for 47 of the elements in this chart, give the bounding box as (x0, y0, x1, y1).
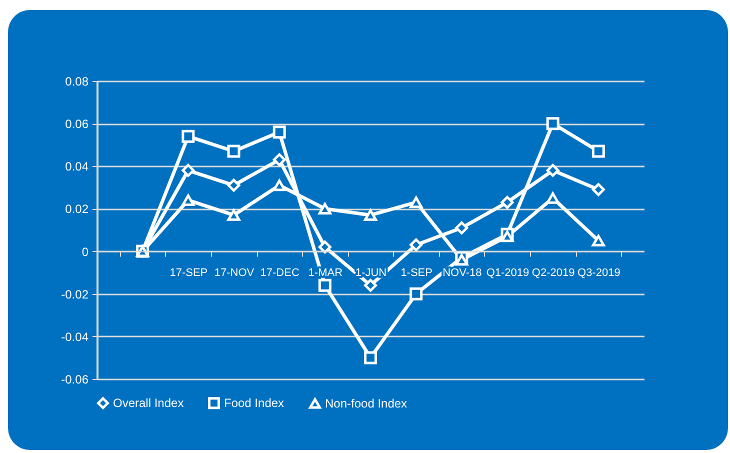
y-tick-label: -0.04 (61, 330, 89, 344)
point (455, 254, 468, 266)
x-tick-label: 17-SEP (170, 266, 208, 279)
point (592, 183, 605, 196)
point (455, 221, 468, 234)
point (227, 209, 240, 221)
legend-label: Food Index (224, 396, 284, 410)
legend-label: Non-food Index (325, 396, 408, 410)
point (227, 178, 240, 192)
point (546, 117, 560, 130)
point (227, 144, 240, 158)
y-tick-label: 0.04 (65, 160, 89, 174)
point (500, 230, 514, 242)
x-tick-label: Q3-2019 (578, 266, 620, 279)
y-tick-label: 0 (82, 244, 89, 259)
y-tick-label: 0.08 (65, 74, 89, 88)
point (182, 164, 195, 177)
point (182, 130, 195, 143)
x-tick-label: 1-SEP (400, 266, 432, 279)
y-tick-label: 0.06 (65, 117, 89, 132)
x-tick-label: Q2-2019 (532, 266, 575, 279)
y-tick-label: -0.02 (61, 287, 89, 302)
x-tick-label: 17-DEC (260, 266, 300, 279)
x-tick-label: 17-NOV (214, 266, 255, 279)
point (318, 240, 332, 254)
point (592, 234, 605, 246)
point (500, 196, 514, 209)
point (410, 196, 423, 208)
point (410, 287, 423, 300)
point (364, 278, 377, 292)
point (182, 194, 195, 206)
legend-label: Overall Index (113, 396, 184, 410)
point (272, 126, 286, 139)
y-tick-label: 0.02 (65, 202, 89, 216)
point (410, 238, 423, 252)
x-tick-label: NOV-18 (442, 266, 482, 279)
point (364, 209, 377, 221)
point (364, 351, 377, 364)
y-tick-label: -0.06 (61, 372, 89, 386)
point (318, 278, 332, 292)
point (272, 153, 286, 166)
point (592, 144, 605, 158)
point (546, 164, 560, 177)
x-tick-label: Q1-2019 (486, 266, 530, 279)
point (546, 192, 560, 204)
point (318, 202, 332, 215)
point (272, 180, 286, 192)
